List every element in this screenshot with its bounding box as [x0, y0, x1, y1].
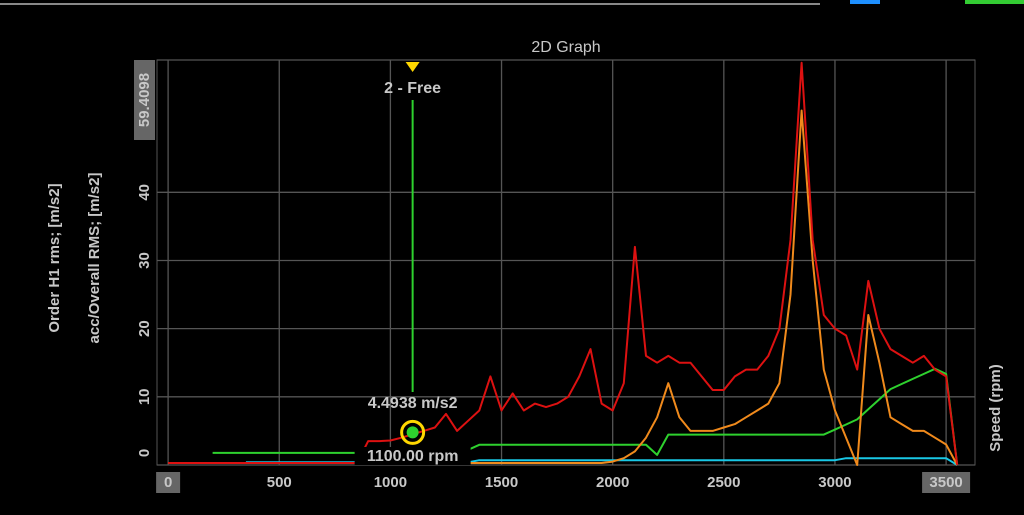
cursor-handle [405, 62, 420, 72]
cursor-label: 2 - Free [384, 80, 441, 97]
y-tick-label: 20 [136, 320, 153, 337]
cursor-value-label: 4.4938 m/s2 [368, 395, 458, 412]
x-tick-label: 2000 [596, 474, 629, 491]
x-tick-label: 2500 [707, 474, 740, 491]
tick-box [156, 472, 181, 493]
cursor-ring [400, 419, 426, 445]
cursor-point [406, 426, 419, 439]
series-line [212, 367, 959, 466]
tick-box [134, 60, 155, 140]
x-tick-label: 1000 [374, 474, 407, 491]
series-line [168, 61, 959, 466]
y-axis-title: Order H1 rms; [m/s2] [46, 183, 63, 332]
tick-box [922, 472, 971, 493]
y-tick-label: 10 [136, 388, 153, 405]
x-tick-label: 1500 [485, 474, 518, 491]
x-tick-label: 500 [267, 474, 292, 491]
y-axis-title: acc/Overall RMS; [m/s2] [86, 173, 103, 344]
cursor-x-label: 1100.00 rpm [367, 448, 459, 465]
y-tick-label: 30 [136, 252, 153, 269]
status-indicator [850, 0, 880, 4]
y2-axis-title: Speed (rpm) [987, 364, 1004, 452]
x-tick-label: 0 [164, 474, 172, 491]
y-tick-label: 40 [136, 184, 153, 201]
x-tick-label: 3000 [818, 474, 851, 491]
cursor-x-box [354, 447, 471, 465]
x-tick-label: 3500 [929, 474, 962, 491]
y-tick-label: 59.4098 [136, 73, 153, 127]
chart-title: 2D Graph [531, 39, 600, 56]
y-tick-label: 0 [136, 449, 153, 457]
status-indicator [965, 0, 1024, 4]
